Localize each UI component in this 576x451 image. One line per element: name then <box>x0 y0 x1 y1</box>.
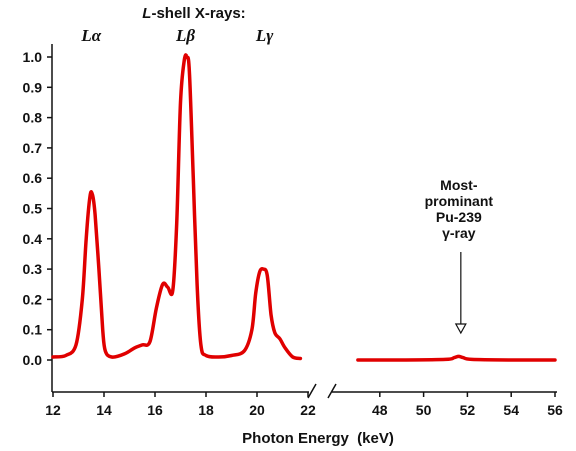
x-tick-label: 14 <box>96 402 112 418</box>
x-tick-label: 56 <box>547 402 563 418</box>
peak-label: Lβ <box>175 26 195 45</box>
x-tick-label: 50 <box>416 402 432 418</box>
series-line-segment-1 <box>51 53 303 361</box>
annotation-text-line: Pu-239 <box>436 209 482 225</box>
annotation-arrow-head <box>454 323 467 335</box>
y-tick-label: 0.6 <box>23 170 43 186</box>
peak-label: Lγ <box>255 26 274 45</box>
y-tick-label: 0.9 <box>23 79 43 95</box>
axes <box>51 44 557 399</box>
x-tick-label: 16 <box>147 402 163 418</box>
y-tick-label: 0.3 <box>23 261 43 277</box>
annotation-text-line: Most- <box>440 177 478 193</box>
x-tick-label: 54 <box>503 402 519 418</box>
x-tick-label: 48 <box>372 402 388 418</box>
x-tick-label: 20 <box>249 402 265 418</box>
chart-title: L-shell X-rays: <box>142 5 245 22</box>
x-tick-label: 52 <box>460 402 476 418</box>
y-tick-label: 0.7 <box>23 140 43 156</box>
y-axis-ticks: 0.0 0.1 0.2 0.3 0.4 0.5 0.6 0.7 0.8 0.9 1.0 <box>23 49 52 368</box>
y-tick-label: 0.4 <box>23 231 43 247</box>
x-axis-ticks: 12 14 16 18 20 22 48 50 52 54 56 <box>45 392 563 418</box>
y-tick-label: 1.0 <box>23 49 43 65</box>
x-axis-title: Photon Energy (keV) <box>242 430 394 447</box>
y-tick-label: 0.2 <box>23 291 43 307</box>
chart-title-rest: -shell X-rays: <box>151 5 245 22</box>
axis-break-mark <box>327 383 337 399</box>
annotation-text-line: prominant <box>425 193 494 209</box>
header: L-shell X-rays: <box>142 5 245 22</box>
y-tick-label: 0.0 <box>23 352 43 368</box>
series-line-segment-2 <box>356 354 557 362</box>
peak-labels: Lα Lβ Lγ <box>80 26 274 45</box>
x-tick-label: 18 <box>198 402 214 418</box>
y-tick-label: 0.1 <box>23 322 43 338</box>
annotation-text-line: γ-ray <box>442 225 476 241</box>
y-tick-label: 0.8 <box>23 110 43 126</box>
x-tick-label: 12 <box>45 402 61 418</box>
chart-title-prefix: L <box>142 5 151 22</box>
series-group <box>51 53 557 362</box>
y-tick-label: 0.5 <box>23 201 43 217</box>
axis-break-mark <box>307 383 317 399</box>
x-tick-label: 22 <box>300 402 316 418</box>
peak-label: Lα <box>80 26 101 45</box>
